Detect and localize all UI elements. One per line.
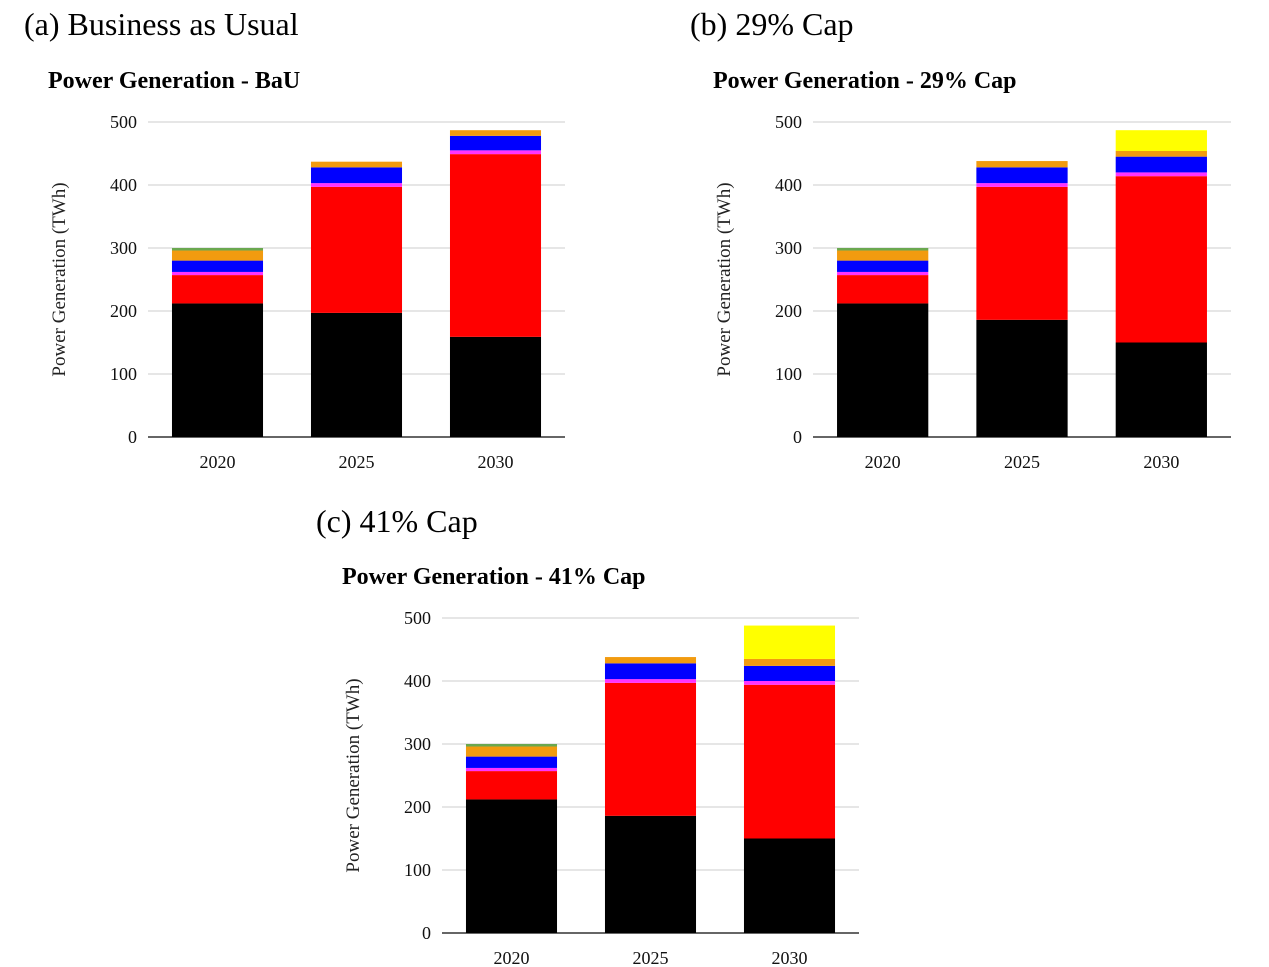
bar-segment-2030-s1 (1115, 176, 1207, 343)
x-tick-label: 2020 (865, 452, 901, 472)
bar-segment-2020-s2 (837, 271, 929, 276)
y-tick-label: 0 (422, 923, 431, 943)
y-tick-label: 400 (404, 671, 431, 691)
bar-segment-2020-s1 (171, 275, 264, 304)
bar-segment-2030-s5 (1115, 130, 1207, 151)
bar-segment-2025-s1 (310, 186, 403, 313)
y-tick-label: 200 (775, 301, 802, 321)
bar-segment-2025-s4 (310, 161, 403, 168)
bar-segment-2020-s0 (171, 303, 264, 437)
panel-b-label: (b) 29% Cap (690, 6, 854, 42)
y-tick-label: 500 (775, 112, 802, 132)
bar-segment-2020-s4 (837, 250, 929, 261)
bar-segment-2025-s2 (310, 183, 403, 187)
bar-segment-2030-s3 (743, 665, 836, 681)
chart-c-title: Power Generation - 41% Cap (342, 564, 646, 590)
bar-segment-2025-s4 (976, 161, 1068, 168)
bar-segment-2025-s1 (604, 682, 697, 816)
y-tick-label: 200 (404, 797, 431, 817)
y-tick-label: 300 (110, 238, 137, 258)
bar-segment-2020-s3 (171, 260, 264, 272)
bar-segment-2020-s3 (837, 260, 929, 272)
bar-segment-2030-s1 (743, 684, 836, 839)
bar-segment-2020-s6 (837, 248, 929, 251)
bar-segment-2020-s2 (171, 271, 264, 276)
y-axis-label: Power Generation (TWh) (49, 182, 70, 376)
bar-segment-2030-s0 (1115, 342, 1207, 437)
y-axis-label: Power Generation (TWh) (343, 678, 364, 872)
x-tick-label: 2020 (200, 452, 236, 472)
bar-segment-2020-s6 (171, 248, 264, 251)
y-tick-label: 300 (404, 734, 431, 754)
bar-segment-2020-s1 (465, 771, 558, 800)
bar-segment-2025-s4 (604, 657, 697, 664)
bar-segment-2025-s0 (604, 815, 697, 933)
bar-segment-2025-s0 (976, 319, 1068, 437)
y-tick-label: 0 (128, 427, 137, 447)
x-tick-label: 2025 (1004, 452, 1040, 472)
y-tick-label: 300 (775, 238, 802, 258)
panel-c-label: (c) 41% Cap (316, 503, 478, 539)
y-tick-label: 200 (110, 301, 137, 321)
y-tick-label: 100 (775, 364, 802, 384)
bar-segment-2030-s5 (743, 625, 836, 659)
bar-segment-2030-s3 (449, 135, 542, 151)
bar-segment-2030-s4 (1115, 150, 1207, 157)
bar-segment-2020-s0 (837, 303, 929, 437)
chart-a: 0 100 200 300 400 500 Power Generation (TWh) 20… (49, 112, 565, 472)
bar-segment-2020-s4 (171, 250, 264, 261)
bar-segment-2025-s3 (604, 663, 697, 680)
bar-segment-2025-s3 (976, 167, 1068, 184)
bar-segment-2030-s4 (449, 130, 542, 136)
bar-segment-2030-s2 (743, 681, 836, 685)
bar-segment-2030-s0 (449, 336, 542, 437)
bar-segment-2025-s0 (310, 312, 403, 437)
bar-segment-2030-s0 (743, 838, 836, 933)
chart-c: 0 100 200 300 400 500 Power Generation (TWh) 20… (343, 608, 859, 967)
bar-segment-2030-s2 (449, 150, 542, 155)
x-tick-label: 2030 (772, 948, 808, 967)
bar-segment-2025-s2 (976, 183, 1068, 187)
chart-b-title: Power Generation - 29% Cap (713, 68, 1017, 94)
y-tick-label: 500 (404, 608, 431, 628)
y-tick-label: 400 (110, 175, 137, 195)
bar-segment-2020-s2 (465, 767, 558, 772)
x-tick-label: 2030 (1143, 452, 1179, 472)
panel-a-label: (a) Business as Usual (24, 6, 299, 42)
chart-b: 0 100 200 300 400 500 Power Generation (TWh) 20… (714, 112, 1231, 472)
bar-segment-2030-s1 (449, 154, 542, 337)
bar-segment-2025-s2 (604, 679, 697, 683)
y-tick-label: 0 (793, 427, 802, 447)
bar-segment-2030-s4 (743, 658, 836, 666)
y-tick-label: 400 (775, 175, 802, 195)
bar-segment-2020-s0 (465, 799, 558, 933)
bar-segment-2025-s1 (976, 186, 1068, 320)
y-tick-label: 100 (404, 860, 431, 880)
bar-segment-2030-s2 (1115, 172, 1207, 177)
y-tick-label: 500 (110, 112, 137, 132)
bar-segment-2020-s6 (465, 744, 558, 747)
y-tick-label: 100 (110, 364, 137, 384)
bar-segment-2020-s3 (465, 756, 558, 768)
x-tick-label: 2025 (339, 452, 375, 472)
x-tick-label: 2020 (494, 948, 530, 967)
bar-segment-2020-s1 (837, 275, 929, 304)
bar-segment-2025-s3 (310, 167, 403, 184)
x-tick-label: 2030 (478, 452, 514, 472)
y-axis-label: Power Generation (TWh) (714, 182, 735, 376)
x-tick-label: 2025 (633, 948, 669, 967)
bar-segment-2020-s4 (465, 746, 558, 757)
chart-a-title: Power Generation - BaU (48, 68, 301, 94)
bar-segment-2030-s3 (1115, 156, 1207, 173)
